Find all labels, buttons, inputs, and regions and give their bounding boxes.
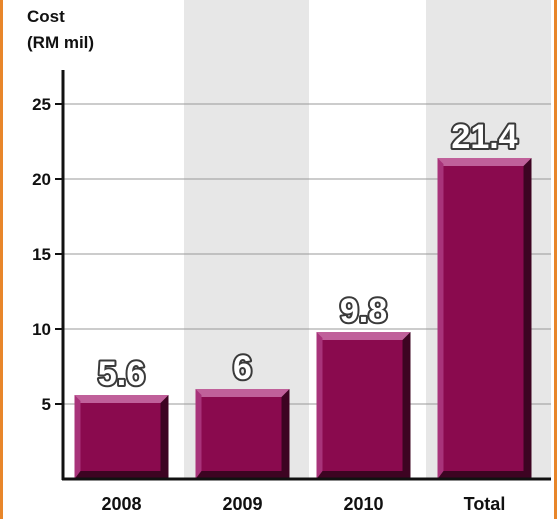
data-label-2010: 9.8: [340, 292, 387, 330]
x-tick-label-2008: 2008: [101, 494, 141, 514]
bar-left-bevel: [195, 389, 202, 479]
bar-top-bevel: [74, 395, 169, 403]
bar-face: [316, 338, 403, 471]
bar-face: [74, 401, 161, 471]
bar-left-bevel: [316, 332, 323, 479]
labels: 5.6 2008 6 2009 9.8 2010 21.4 Total 5 10 15 20 25: [32, 95, 520, 514]
data-label-Total: 21.4: [451, 118, 517, 156]
bar-top-bevel: [437, 158, 532, 166]
bar-Total: [437, 158, 532, 479]
bars: [74, 158, 532, 479]
bar-top-bevel: [316, 332, 411, 340]
bar-2010: [316, 332, 411, 479]
x-tick-label-2010: 2010: [343, 494, 383, 514]
bar-face: [437, 164, 524, 471]
bar-left-bevel: [74, 395, 81, 479]
y-tick-label-3: 20: [32, 170, 51, 189]
y-tick-label-2: 15: [32, 245, 51, 264]
x-tick-label-2009: 2009: [222, 494, 262, 514]
bar-face: [195, 395, 282, 471]
bar-chart: 5.6 2008 6 2009 9.8 2010 21.4 Total 5 10 15 20 25 Co…: [27, 0, 551, 514]
bar-2009: [195, 389, 290, 479]
bar-2008: [74, 395, 169, 479]
bar-top-bevel: [195, 389, 290, 397]
bar-left-bevel: [437, 158, 444, 479]
axes: [55, 70, 551, 481]
y-axis-label-line-1: Cost: [27, 7, 65, 26]
y-tick-label-0: 5: [42, 395, 51, 414]
data-label-2008: 5.6: [98, 355, 145, 393]
y-tick-label-4: 25: [32, 95, 51, 114]
data-label-2009: 6: [233, 349, 252, 387]
x-tick-label-Total: Total: [464, 494, 506, 514]
y-axis-label-line-2: (RM mil): [27, 33, 94, 52]
y-tick-label-1: 10: [32, 320, 51, 339]
y-axis-label: Cost (RM mil): [27, 7, 94, 52]
